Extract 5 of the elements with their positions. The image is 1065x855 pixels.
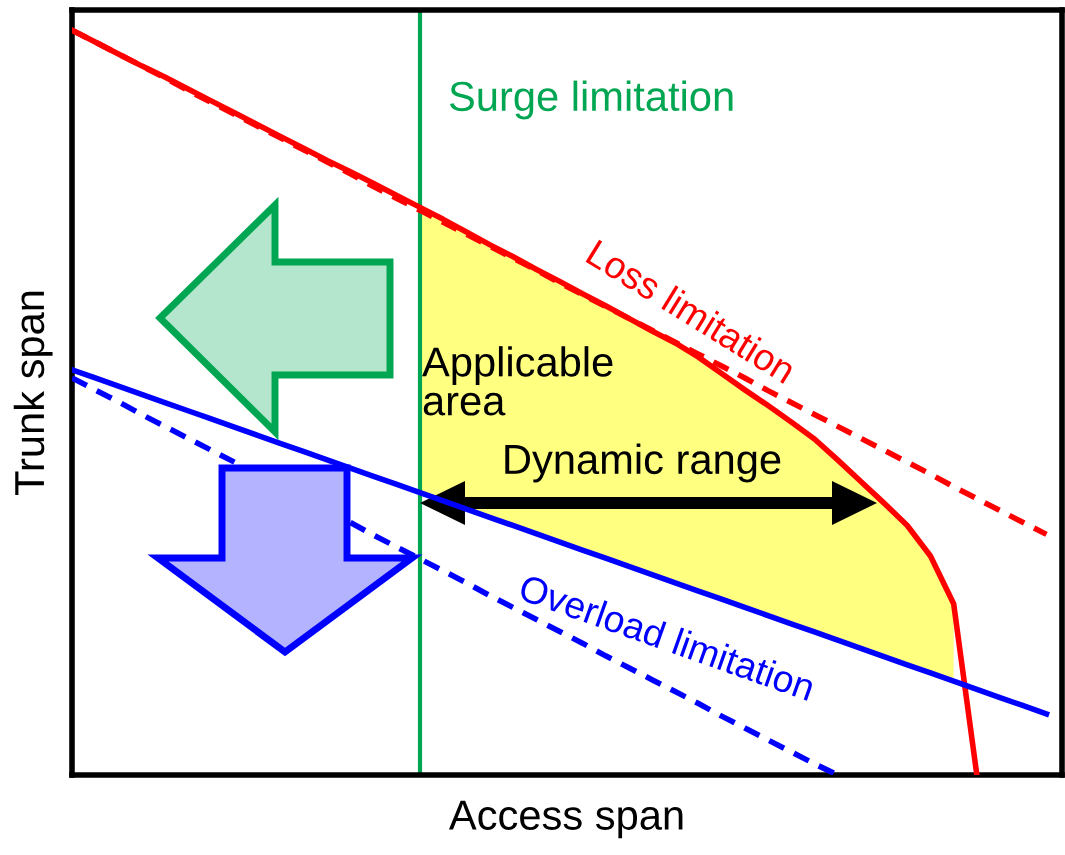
annotation: Applicable area — [422, 346, 613, 416]
x-axis-title: Access span — [448, 800, 683, 839]
y-axis-title: Trunk span — [13, 291, 53, 495]
annotation: Dynamic range — [505, 443, 781, 483]
annotation: Surge limitation — [449, 80, 733, 120]
